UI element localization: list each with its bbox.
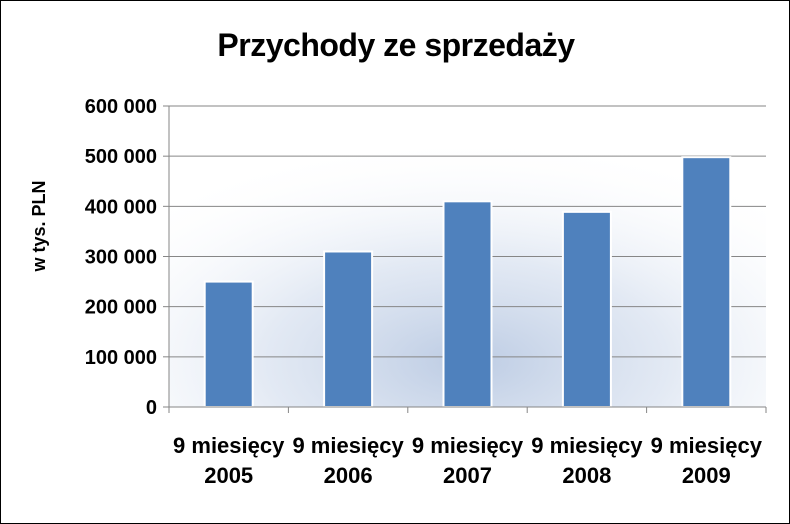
x-tick-label-line: 9 miesięcy bbox=[292, 433, 404, 458]
x-tick-label-line: 9 miesięcy bbox=[173, 433, 285, 458]
x-tick-label-line: 9 miesięcy bbox=[412, 433, 524, 458]
x-tick-label-line: 9 miesięcy bbox=[651, 433, 763, 458]
bar bbox=[203, 280, 254, 409]
x-tick-label: 9 miesięcy 2008 bbox=[531, 433, 643, 488]
bar bbox=[681, 156, 732, 408]
bar bbox=[323, 250, 374, 408]
bar bbox=[442, 200, 493, 408]
x-tick-label: 9 miesięcy 2009 bbox=[651, 433, 763, 488]
x-tick-label-line: 2008 bbox=[562, 463, 611, 488]
x-tick-label: 9 miesięcy 2007 bbox=[412, 433, 524, 488]
y-tick-label: 500 000 bbox=[85, 146, 157, 168]
x-tick-label-line: 2005 bbox=[204, 463, 253, 488]
x-tick-label: 9 miesięcy 2005 bbox=[173, 433, 285, 488]
x-tick-label-line: 2007 bbox=[443, 463, 492, 488]
chart-title: Przychody ze sprzedaży bbox=[217, 27, 575, 63]
x-tick-label-line: 2006 bbox=[324, 463, 373, 488]
x-tick-label-line: 9 miesięcy bbox=[531, 433, 643, 458]
bar bbox=[561, 210, 612, 408]
y-tick-label: 400 000 bbox=[85, 196, 157, 218]
y-axis-title: w tys. PLN bbox=[29, 180, 49, 272]
y-tick-label: 100 000 bbox=[85, 347, 157, 369]
y-tick-label: 600 000 bbox=[85, 96, 157, 118]
x-tick-label-line: 2009 bbox=[682, 463, 731, 488]
y-tick-label: 300 000 bbox=[85, 247, 157, 269]
y-tick-label: 200 000 bbox=[85, 297, 157, 319]
x-tick-label: 9 miesięcy 2006 bbox=[292, 433, 404, 488]
y-tick-label: 0 bbox=[146, 397, 157, 419]
